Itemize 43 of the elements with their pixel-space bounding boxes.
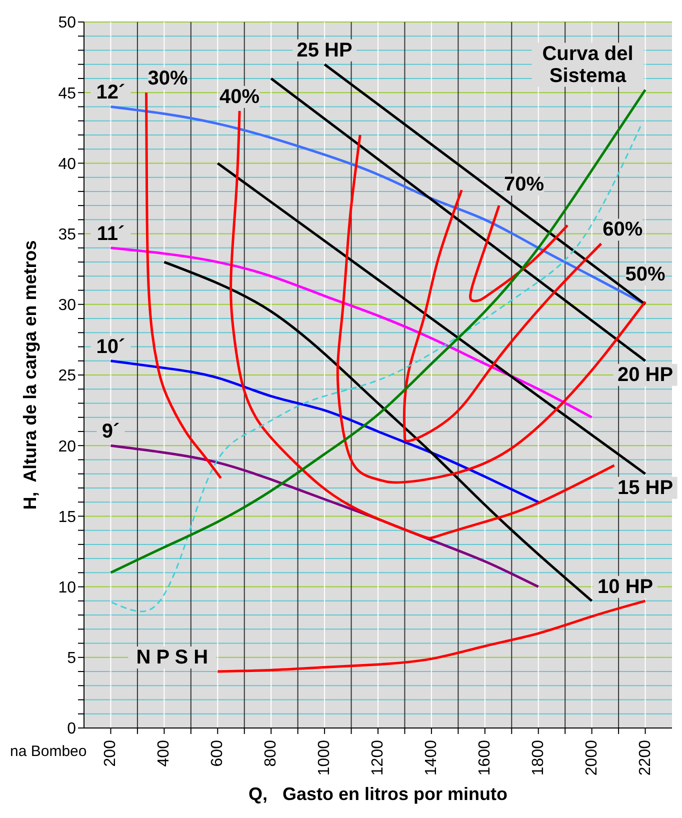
series-label: 12´ <box>96 82 126 104</box>
series-label: 50% <box>625 264 666 286</box>
series-label: 10 HP <box>598 576 654 598</box>
y-tick-label: 15 <box>58 508 76 526</box>
series-label: 9´ <box>102 420 120 443</box>
x-tick-label: 800 <box>262 740 280 767</box>
series-label: 70% <box>504 174 544 196</box>
y-tick-label: 0 <box>67 720 76 738</box>
x-tick-label: 600 <box>209 740 226 767</box>
y-tick-label: 45 <box>58 85 76 102</box>
series-label: 60% <box>602 218 643 241</box>
y-tick-label: 10 <box>58 579 76 596</box>
series-label: Curva del Sistema <box>542 42 634 87</box>
x-axis-title: Q, Gasto en litros por minuto <box>248 784 508 804</box>
y-axis-title: H, Altura de la carga en metros <box>20 240 40 510</box>
x-tick-label: 400 <box>156 740 173 767</box>
y-tick-label: 35 <box>58 226 76 244</box>
x-tick-label: 1200 <box>370 740 386 776</box>
y-tick-label: 25 <box>58 368 76 385</box>
text: na Bombeo <box>10 743 87 760</box>
series-label: 30% <box>148 68 188 90</box>
x-tick-label: 1400 <box>422 740 440 776</box>
line-series <box>162 260 594 602</box>
x-tick-label: 200 <box>102 740 120 767</box>
y-tick-label: 30 <box>58 297 76 314</box>
x-tick-label: 1600 <box>476 740 494 776</box>
y-tick-label: 40 <box>58 156 76 173</box>
x-tick-label: 2200 <box>636 740 654 776</box>
series-label: N P S H <box>136 646 208 669</box>
y-tick-label: 50 <box>58 14 76 32</box>
line-series <box>216 600 647 673</box>
series-label: 20 HP <box>617 364 674 386</box>
series-label: 10´ <box>96 336 126 358</box>
series-label: 25 HP <box>296 39 352 62</box>
line-series <box>469 204 569 302</box>
x-tick-label: 1800 <box>530 740 547 776</box>
y-tick-label: 5 <box>67 650 76 668</box>
x-tick-label: 2000 <box>583 740 600 776</box>
series-label: 40% <box>220 86 260 108</box>
series-label: 15 HP <box>617 476 674 499</box>
series-label: 11´ <box>96 222 125 245</box>
x-tick-label: 1000 <box>316 740 334 776</box>
y-tick-label: 20 <box>58 438 76 456</box>
